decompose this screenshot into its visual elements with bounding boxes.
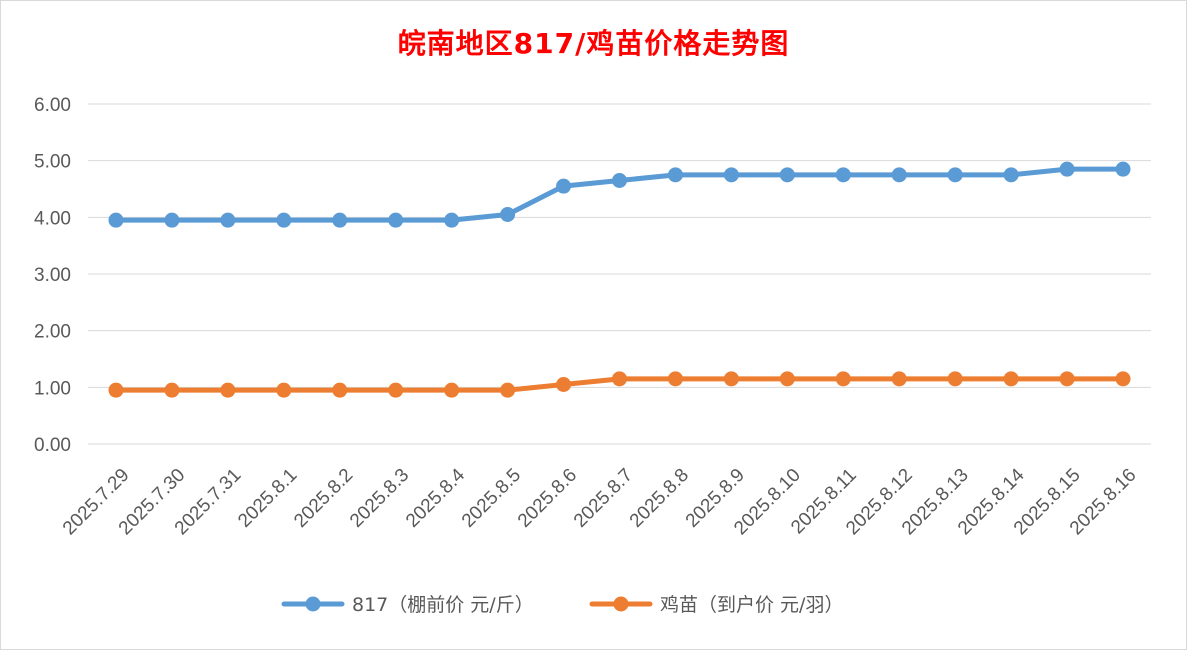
- data-point: [1003, 167, 1019, 183]
- legend-swatch-marker: [305, 596, 321, 612]
- data-point: [500, 382, 516, 398]
- legend-label: 817（棚前价 元/斤）: [352, 594, 534, 616]
- data-point: [556, 178, 572, 194]
- data-point: [332, 382, 348, 398]
- data-point: [667, 371, 683, 387]
- x-axis-tick-labels: 2025.7.292025.7.302025.7.312025.8.12025.…: [59, 464, 1141, 539]
- data-point: [612, 173, 627, 188]
- series-layer: [108, 161, 1131, 398]
- legend-swatch-marker: [613, 596, 629, 612]
- data-point: [444, 212, 460, 228]
- data-point: [108, 382, 124, 398]
- y-tick-label: 5.00: [34, 152, 71, 173]
- data-point: [891, 371, 907, 387]
- data-point: [1059, 161, 1075, 177]
- chart-title: 皖南地区817/鸡苗价格走势图: [397, 27, 790, 60]
- x-tick-label: 2025.8.1: [234, 465, 301, 532]
- gridlines: [88, 103, 1151, 445]
- data-point: [947, 167, 963, 183]
- data-point: [835, 167, 851, 183]
- legend-item-1: 817（棚前价 元/斤）: [281, 594, 534, 616]
- data-point: [500, 207, 516, 222]
- x-tick-label: 2025.8.8: [626, 465, 693, 532]
- y-tick-label: 3.00: [34, 265, 71, 286]
- y-axis-tick-labels: 0.00 1.00 2.00 3.00 4.00 5.00 6.00: [34, 95, 71, 456]
- y-tick-label: 1.00: [34, 378, 71, 399]
- data-point: [723, 167, 739, 183]
- y-tick-label: 4.00: [34, 208, 71, 229]
- data-point: [388, 382, 404, 398]
- data-point: [108, 212, 124, 228]
- x-tick-label: 2025.8.7: [570, 465, 637, 532]
- data-point: [276, 212, 292, 228]
- data-point: [556, 377, 572, 392]
- data-point: [164, 212, 180, 228]
- data-point: [220, 382, 236, 398]
- data-point: [891, 167, 907, 183]
- data-point: [388, 212, 404, 228]
- data-point: [835, 371, 851, 387]
- y-tick-label: 6.00: [34, 95, 71, 116]
- y-tick-label: 0.00: [34, 435, 71, 456]
- data-point: [779, 371, 795, 387]
- series-2: [108, 371, 1131, 398]
- data-point: [444, 382, 460, 398]
- data-point: [1059, 371, 1075, 387]
- legend-label: 鸡苗（到户价 元/羽）: [660, 594, 843, 616]
- x-tick-label: 2025.8.3: [346, 465, 413, 532]
- data-point: [779, 167, 795, 183]
- data-point: [332, 212, 348, 228]
- data-point: [947, 371, 963, 387]
- data-point: [723, 371, 739, 387]
- data-point: [220, 212, 236, 228]
- data-point: [164, 382, 180, 398]
- legend-item-2: 鸡苗（到户价 元/羽）: [589, 594, 843, 616]
- data-point: [1115, 371, 1131, 387]
- legend: 817（棚前价 元/斤） 鸡苗（到户价 元/羽）: [281, 594, 843, 616]
- data-point: [276, 382, 292, 398]
- data-point: [667, 167, 683, 183]
- x-tick-label: 2025.8.2: [290, 465, 357, 532]
- series-1: [108, 161, 1131, 228]
- data-point: [1115, 161, 1131, 177]
- x-tick-label: 2025.8.6: [514, 465, 581, 532]
- data-point: [612, 371, 627, 387]
- y-tick-label: 2.00: [34, 322, 71, 343]
- data-point: [1003, 371, 1019, 387]
- x-tick-label: 2025.8.4: [402, 464, 469, 531]
- x-tick-label: 2025.8.5: [458, 465, 525, 532]
